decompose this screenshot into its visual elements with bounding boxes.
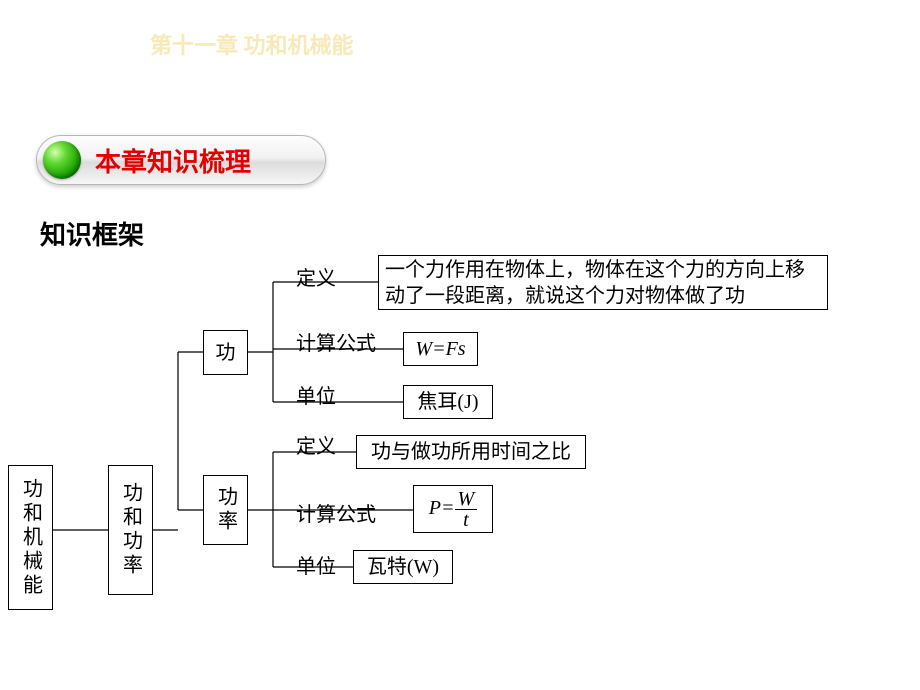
node-n9-label: 瓦特(W) [367, 554, 439, 580]
section-pill: 本章知识梳理 [36, 135, 326, 185]
node-n4-label: 一个力作用在物体上，物体在这个力的方向上移动了一段距离，就说这个力对物体做了功 [385, 257, 821, 309]
node-definition-work: 一个力作用在物体上，物体在这个力的方向上移动了一段距离，就说这个力对物体做了功 [378, 255, 828, 310]
node-n8-label: P=Wt [429, 489, 477, 530]
node-n6-label: 焦耳(J) [417, 389, 478, 415]
label-unit-2: 单位 [296, 550, 336, 579]
label-def-1: 定义 [296, 262, 336, 291]
node-gong-he-gonglv: 功和功率 [108, 465, 153, 595]
label-formula-1: 计算公式 [296, 327, 376, 356]
node-unit-joule: 焦耳(J) [403, 385, 493, 419]
pill-label: 本章知识梳理 [95, 142, 251, 179]
node-formula-work: W=Fs [403, 332, 478, 366]
node-root-label: 功和机械能 [18, 478, 44, 598]
node-gong: 功 [203, 330, 248, 375]
node-definition-power: 功与做功所用时间之比 [356, 435, 586, 469]
node-n1-label: 功和功率 [118, 482, 144, 578]
concept-diagram: 功和机械能 功和功率 功 功率 一个力作用在物体上，物体在这个力的方向上移动了一… [8, 250, 908, 610]
label-unit-1: 单位 [296, 380, 336, 409]
label-formula-2: 计算公式 [296, 498, 376, 527]
node-root: 功和机械能 [8, 465, 53, 610]
chapter-title: 第十一章 功和机械能 [150, 28, 354, 60]
sphere-icon [43, 141, 81, 179]
node-gonglv: 功率 [203, 475, 248, 545]
subheading: 知识框架 [40, 215, 144, 252]
node-n5-label: W=Fs [415, 336, 465, 362]
label-def-2: 定义 [296, 430, 336, 459]
node-n2-label: 功 [216, 340, 236, 366]
node-n3-label: 功率 [213, 486, 239, 534]
node-formula-power: P=Wt [413, 485, 493, 533]
node-unit-watt: 瓦特(W) [353, 550, 453, 584]
node-n7-label: 功与做功所用时间之比 [371, 439, 571, 465]
